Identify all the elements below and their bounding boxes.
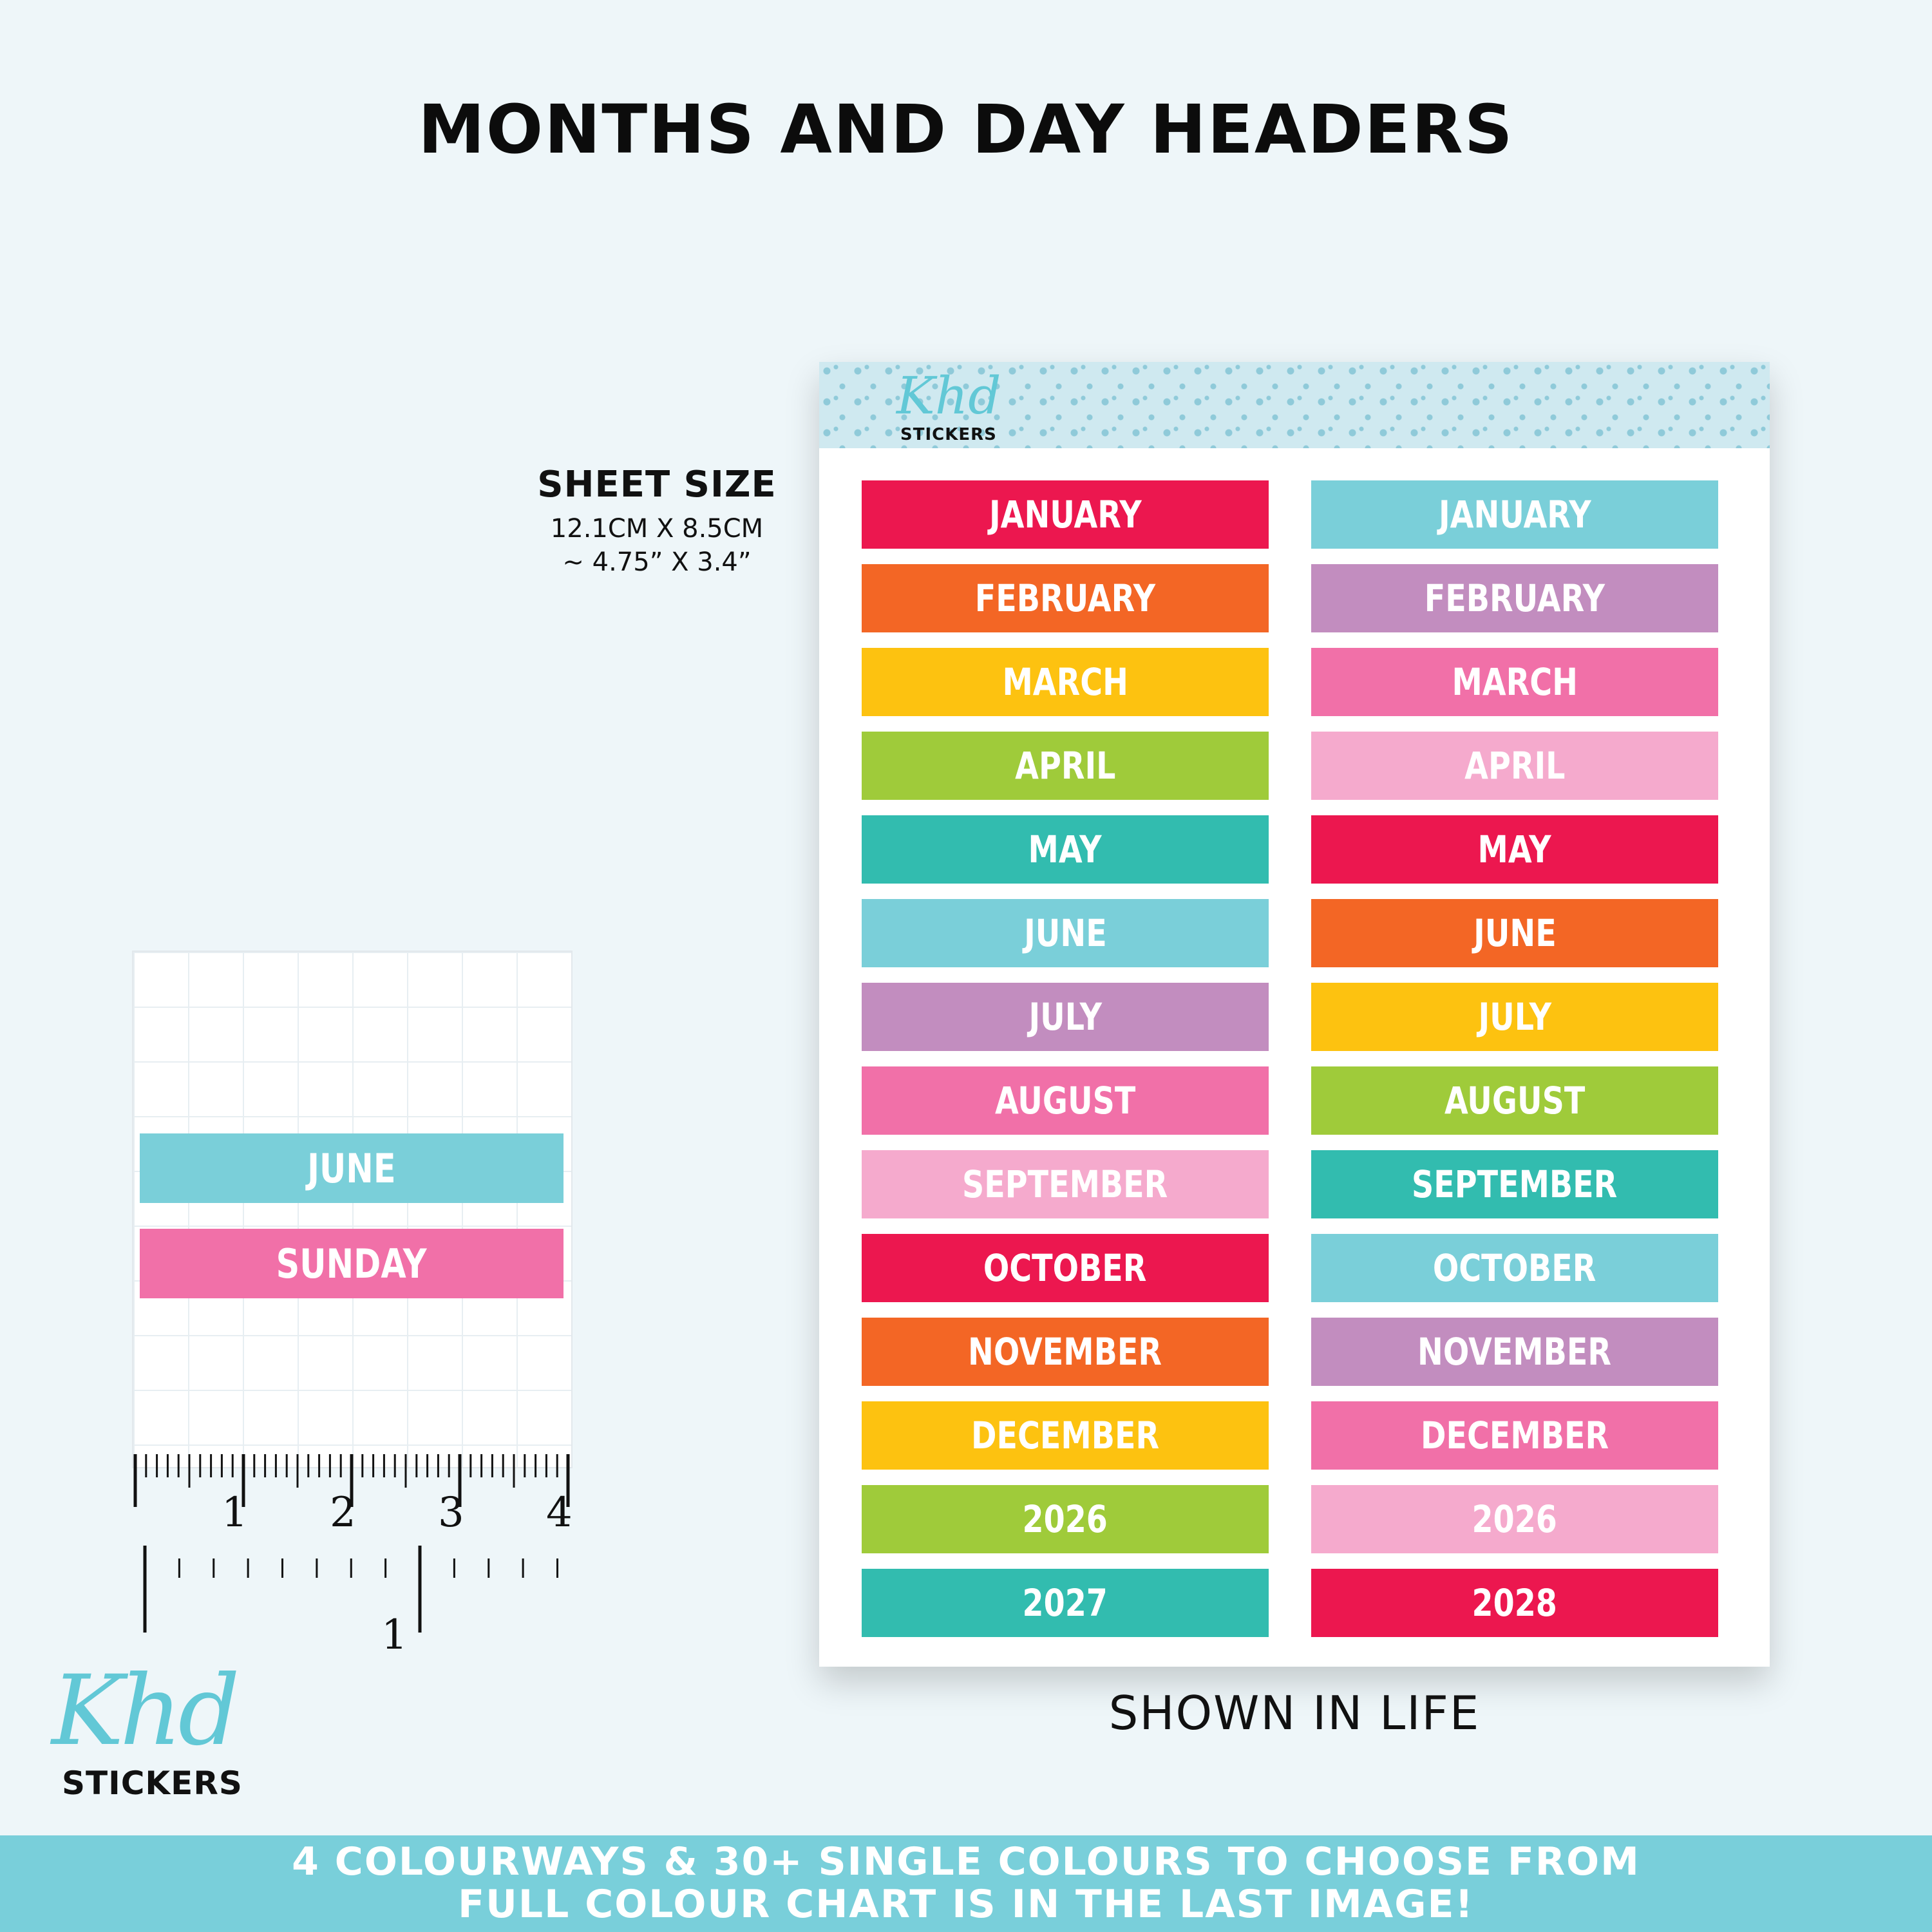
sticker-label: MAY [1477,828,1552,871]
sticker-label: MARCH [1452,660,1578,704]
sticker-label: FEBRUARY [974,576,1156,620]
sticker-right-march: MARCH [1311,648,1718,716]
sticker-right-2026: 2026 [1311,1485,1718,1553]
sticker-right-february: FEBRUARY [1311,564,1718,632]
sheet-size-metric: 12.1CM X 8.5CM [550,514,764,544]
sticker-label: JUNE [1023,911,1107,955]
sticker-label: 2027 [1022,1581,1108,1625]
ruler: 1 2 3 4 1 [133,1454,573,1659]
promo-banner: 4 COLOURWAYS & 30+ SINGLE COLOURS TO CHO… [0,1835,1932,1932]
page-title: MONTHS AND DAY HEADERS [418,90,1514,169]
sticker-right-june: JUNE [1311,899,1718,967]
sticker-label: 2026 [1022,1497,1108,1541]
sticker-right-july: JULY [1311,983,1718,1051]
sticker-right-january: JANUARY [1311,480,1718,549]
sticker-left-february: FEBRUARY [862,564,1269,632]
sticker-sheet: Khd STICKERS JANUARY JANUARY FEBRUARY FEBRU… [819,362,1770,1667]
sticker-label: JULY [1028,995,1102,1039]
sticker-right-september: SEPTEMBER [1311,1150,1718,1218]
sticker-label: JUNE [1473,911,1557,955]
sticker-label: 2026 [1472,1497,1558,1541]
cm-tick-label: 4 [546,1489,573,1537]
sticker-left-june: JUNE [862,899,1269,967]
sticker-label: MARCH [1002,660,1128,704]
shown-in-life-caption: SHOWN IN LIFE [1108,1686,1481,1740]
sticker-label: DECEMBER [971,1414,1160,1457]
sticker-left-april: APRIL [862,732,1269,800]
sheet-size-info: SHEET SIZE 12.1CM X 8.5CM ~ 4.75” X 3.4” [489,464,824,579]
sheet-size-imperial: ~ 4.75” X 3.4” [562,547,752,577]
inch-tick-label: 1 [381,1611,408,1659]
sticker-left-2027: 2027 [862,1569,1269,1637]
sticker-left-january: JANUARY [862,480,1269,549]
sticker-label: JULY [1478,995,1551,1039]
example-day-sticker: SUNDAY [140,1229,564,1298]
sticker-label: DECEMBER [1420,1414,1609,1457]
sticker-label: APRIL [1014,744,1116,788]
sticker-left-may: MAY [862,815,1269,884]
sheet-logo-script: Khd [896,366,1001,426]
sticker-right-may: MAY [1311,815,1718,884]
cm-tick-label: 3 [438,1489,464,1537]
example-month-sticker: JUNE [140,1133,564,1203]
sticker-left-march: MARCH [862,648,1269,716]
sticker-right-august: AUGUST [1311,1066,1718,1135]
sticker-right-december: DECEMBER [1311,1401,1718,1470]
sticker-label: APRIL [1464,744,1566,788]
sticker-label: FEBRUARY [1424,576,1605,620]
example-month-label: JUNE [307,1144,396,1192]
cm-scale: 1 2 3 4 [133,1454,573,1537]
cm-tick-label: 2 [330,1489,356,1537]
inch-scale: 1 [143,1546,558,1659]
sticker-label: 2028 [1472,1581,1558,1625]
sticker-left-september: SEPTEMBER [862,1150,1269,1218]
sheet-size-heading: SHEET SIZE [537,464,777,506]
sticker-grid: JANUARY JANUARY FEBRUARY FEBRUARY MARCH MARCH… [862,480,1727,1637]
brand-logo-word: STICKERS [62,1765,243,1802]
sticker-right-october: OCTOBER [1311,1234,1718,1302]
sticker-label: OCTOBER [1433,1246,1596,1290]
promo-banner-line-2: FULL COLOUR CHART IS IN THE LAST IMAGE! [458,1882,1474,1927]
sticker-left-october: OCTOBER [862,1234,1269,1302]
sticker-label: MAY [1028,828,1103,871]
sticker-label: AUGUST [1444,1079,1586,1122]
sheet-logo-word: STICKERS [900,425,997,444]
sticker-left-july: JULY [862,983,1269,1051]
example-day-label: SUNDAY [276,1240,427,1287]
sheet-logo: Khd STICKERS [896,366,1012,444]
promo-banner-line-1: 4 COLOURWAYS & 30+ SINGLE COLOURS TO CHO… [292,1839,1640,1884]
sticker-label: SEPTEMBER [962,1162,1168,1206]
sticker-left-2026: 2026 [862,1485,1269,1553]
sticker-right-november: NOVEMBER [1311,1318,1718,1386]
sticker-label: JANUARY [989,493,1142,536]
sticker-right-2028: 2028 [1311,1569,1718,1637]
sheet-header-pattern: Khd STICKERS [819,362,1770,448]
sticker-label: NOVEMBER [968,1330,1162,1374]
sticker-left-august: AUGUST [862,1066,1269,1135]
sticker-right-april: APRIL [1311,732,1718,800]
sticker-label: SEPTEMBER [1412,1162,1618,1206]
sticker-left-december: DECEMBER [862,1401,1269,1470]
brand-logo: Khd STICKERS [52,1655,283,1802]
example-planner-page: JUNE SUNDAY [132,951,573,1468]
cm-tick-label: 1 [222,1489,248,1537]
sticker-label: OCTOBER [983,1246,1147,1290]
sticker-label: JANUARY [1438,493,1591,536]
sticker-label: AUGUST [994,1079,1136,1122]
brand-logo-script: Khd [52,1655,240,1767]
sticker-label: NOVEMBER [1417,1330,1612,1374]
sticker-left-november: NOVEMBER [862,1318,1269,1386]
